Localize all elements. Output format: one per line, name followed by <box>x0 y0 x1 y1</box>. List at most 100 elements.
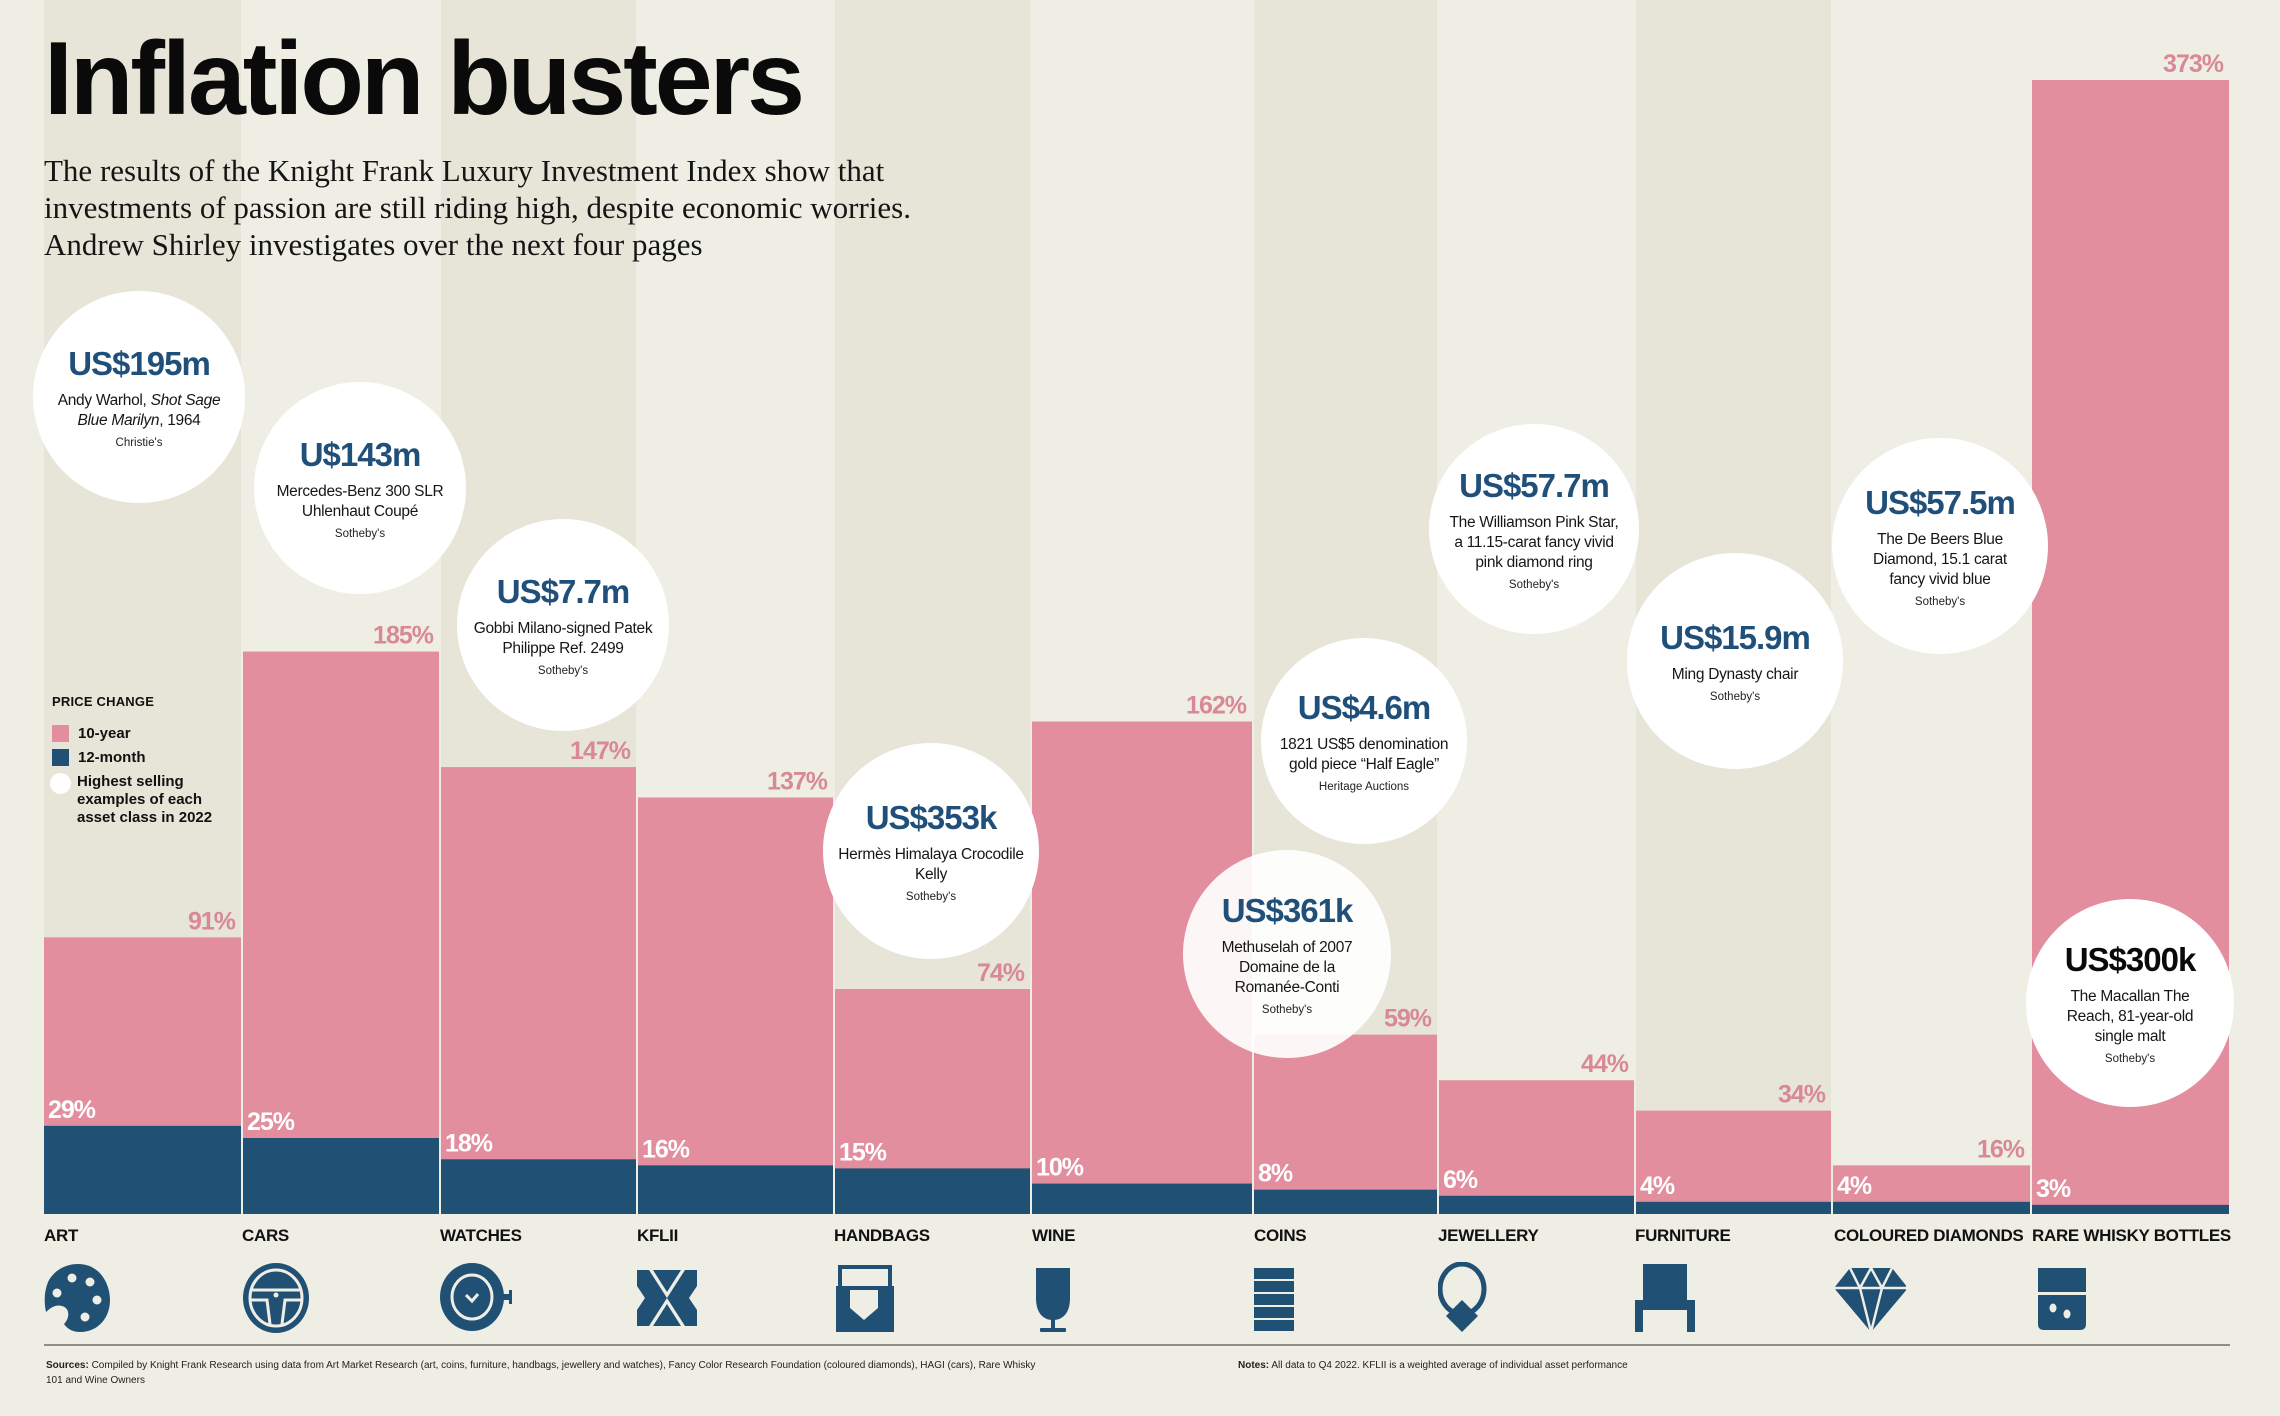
data-label-12-month-cars: 25% <box>247 1108 295 1136</box>
chair-icon <box>1635 1264 1695 1332</box>
auction-house: Sotheby's <box>537 665 589 677</box>
data-label-12-month-kflii: 16% <box>642 1135 690 1163</box>
category-label-kflii: KFLII <box>637 1226 678 1245</box>
auction-house: Sotheby's <box>1508 579 1560 591</box>
legend-swatch-10-year <box>52 725 69 742</box>
kflii-logo-icon <box>637 1270 697 1326</box>
whisky-glass-icon <box>2038 1268 2086 1330</box>
bubble-art: US$195m Andy Warhol, Shot Sage Blue Mari… <box>33 291 245 503</box>
palette-icon <box>44 1264 110 1332</box>
bubble-price: US$300k <box>2064 941 2197 978</box>
bar-10-year-coins <box>1254 1034 1437 1214</box>
category-label-watches: WATCHES <box>440 1226 522 1245</box>
data-label-10-year-handbags: 74% <box>977 959 1025 987</box>
data-label-12-month-coins: 8% <box>1258 1160 1293 1188</box>
notes-text: All data to Q4 2022. KFLII is a weighted… <box>1271 1360 1628 1371</box>
bar-10-year-kflii <box>638 797 833 1214</box>
bar-12-month-wine <box>1032 1183 1252 1214</box>
bar-12-month-art <box>44 1125 241 1214</box>
bubble-description: The Williamson Pink Star, a 11.15-carat … <box>1449 514 1619 571</box>
bubble-price: US$361k <box>1221 892 1354 929</box>
data-label-10-year-rare-whisky-bottles: 373% <box>2163 50 2224 78</box>
bubble-wine: US$361k Methuselah of 2007 Domaine de la… <box>1183 850 1391 1058</box>
category-label-coins: COINS <box>1254 1226 1307 1245</box>
watch-icon <box>440 1263 512 1331</box>
category-label-coloured-diamonds: COLOURED DIAMONDS <box>1834 1226 2024 1245</box>
auction-house: Sotheby's <box>334 528 386 540</box>
bar-12-month-coloured-diamonds <box>1833 1201 2030 1214</box>
data-label-12-month-handbags: 15% <box>839 1138 887 1166</box>
category-label-furniture: FURNITURE <box>1635 1226 1731 1245</box>
auction-house: Sotheby's <box>1709 691 1761 703</box>
bubble-coins: US$4.6m 1821 US$5 denomination gold piec… <box>1261 638 1467 844</box>
page-title: Inflation busters <box>44 21 805 137</box>
legend-item-highest-selling: Highest selling examples of each asset c… <box>50 773 227 827</box>
legend-title: PRICE CHANGE <box>52 694 155 709</box>
legend-swatch-bubble <box>50 773 71 794</box>
bubble-description: Ming Dynasty chair <box>1671 666 1799 683</box>
bar-10-year-watches <box>441 767 636 1214</box>
diamond-icon <box>1834 1265 1906 1333</box>
category-label-jewellery: JEWELLERY <box>1438 1226 1539 1245</box>
auction-house: Heritage Auctions <box>1318 781 1410 793</box>
desc-text: , 1964 <box>159 412 201 429</box>
data-label-10-year-watches: 147% <box>570 737 631 765</box>
auction-house: Sotheby's <box>1914 596 1966 608</box>
bar-12-month-cars <box>243 1137 439 1214</box>
bar-12-month-rare-whisky-bottles <box>2032 1204 2229 1214</box>
data-label-12-month-wine: 10% <box>1036 1154 1084 1182</box>
data-label-10-year-jewellery: 44% <box>1581 1050 1629 1078</box>
legend-label: 12-month <box>78 749 146 766</box>
data-label-12-month-watches: 18% <box>445 1129 493 1157</box>
data-label-10-year-art: 91% <box>188 907 236 935</box>
wine-glass-icon <box>1036 1268 1070 1332</box>
bubble-watches: US$7.7m Gobbi Milano-signed Patek Philip… <box>457 519 669 731</box>
data-label-12-month-coloured-diamonds: 4% <box>1837 1172 1872 1200</box>
legend-label: 10-year <box>78 725 131 742</box>
data-label-10-year-coloured-diamonds: 16% <box>1977 1135 2025 1163</box>
bar-12-month-watches <box>441 1159 636 1214</box>
bar-labels-group: 91% 29% 185% 25% 147% 18% 137% 16% 74% 15% 162% 10%… <box>48 50 2225 1203</box>
auction-house: Sotheby's <box>905 891 957 903</box>
legend-item-10-year: 10-year <box>52 725 227 743</box>
data-label-10-year-kflii: 137% <box>767 767 828 795</box>
bar-12-month-kflii <box>638 1165 833 1214</box>
category-label-cars: CARS <box>242 1226 289 1245</box>
bar-12-month-handbags <box>835 1168 1030 1214</box>
footer-divider <box>44 1344 2230 1346</box>
bar-10-year-cars <box>243 651 439 1214</box>
category-label-art: ART <box>44 1226 79 1245</box>
auction-house: Sotheby's <box>2104 1053 2156 1065</box>
handbag-icon <box>836 1265 894 1332</box>
notes-note: Notes: All data to Q4 2022. KFLII is a w… <box>1238 1358 1938 1373</box>
bar-10-year-jewellery <box>1439 1080 1634 1214</box>
bubble-description: Mercedes-Benz 300 SLR Uhlenhaut Coupé <box>276 483 444 520</box>
bar-12-month-furniture <box>1636 1201 1831 1214</box>
bubble-rare-whisky: US$300k The Macallan The Reach, 81-year-… <box>2026 899 2234 1107</box>
legend: PRICE CHANGE 10-year 12-month Highest se… <box>50 694 227 833</box>
bar-10-year-furniture <box>1636 1110 1831 1214</box>
data-label-10-year-furniture: 34% <box>1778 1081 1826 1109</box>
bubble-price: US$57.5m <box>1865 484 2016 521</box>
legend-swatch-12-month <box>52 749 69 766</box>
bubble-price: US$353k <box>865 799 998 836</box>
auction-house: Sotheby's <box>1261 1004 1313 1016</box>
bubble-price: US$15.9m <box>1660 619 1811 656</box>
bubble-description: The Macallan The Reach, 81-year-old sing… <box>2066 988 2194 1045</box>
bubble-price: U$143m <box>299 436 422 473</box>
auction-house: Christie's <box>115 437 163 449</box>
artwork-title: Shot Sage Blue Marilyn <box>77 392 221 429</box>
data-label-10-year-coins: 59% <box>1384 1005 1432 1033</box>
sources-note: Sources: Compiled by Knight Frank Resear… <box>46 1358 1046 1388</box>
steering-wheel-icon <box>243 1263 309 1333</box>
bubble-jewellery: US$57.7m The Williamson Pink Star, a 11.… <box>1429 424 1639 634</box>
data-label-12-month-art: 29% <box>48 1096 96 1124</box>
bar-12-month-coins <box>1254 1189 1437 1214</box>
category-label-rare-whisky: RARE WHISKY BOTTLES <box>2032 1226 2231 1245</box>
data-label-10-year-wine: 162% <box>1186 691 1247 719</box>
bar-12-month-jewellery <box>1439 1195 1634 1214</box>
page-subtitle: The results of the Knight Frank Luxury I… <box>44 153 911 262</box>
notes-label: Notes: <box>1238 1360 1270 1371</box>
bubble-handbags: US$353k Hermès Himalaya Crocodile Kelly … <box>823 743 1039 959</box>
bubble-description: Methuselah of 2007 Domaine de la Romanée… <box>1221 939 1353 996</box>
